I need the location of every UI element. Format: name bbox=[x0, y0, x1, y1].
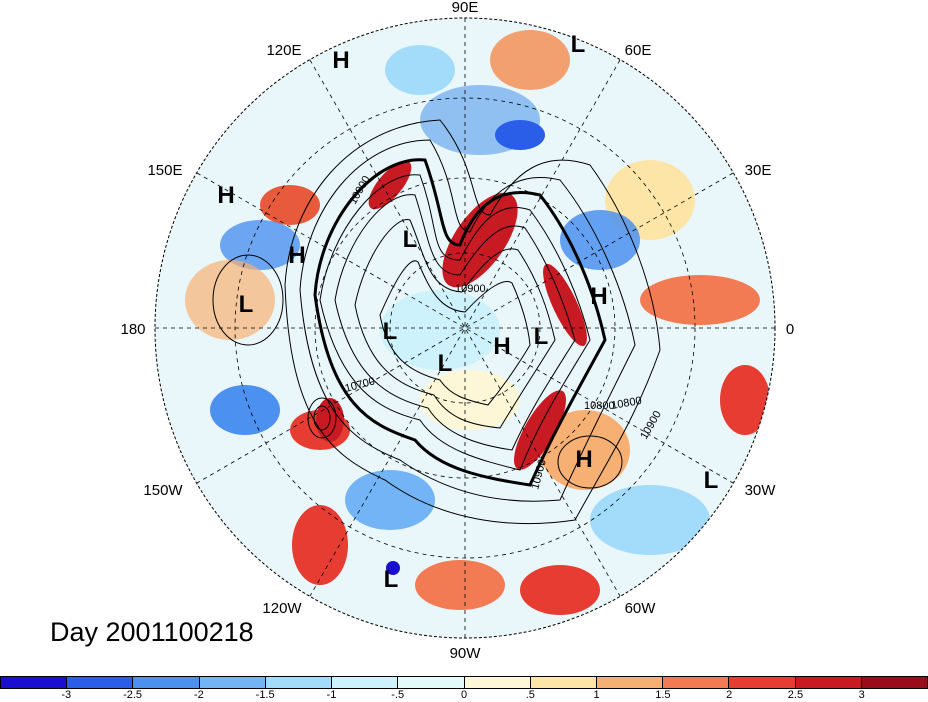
lon-label-90w: 90W bbox=[450, 645, 482, 662]
high-pressure-marker: H bbox=[575, 446, 592, 473]
low-pressure-marker: L bbox=[438, 350, 453, 377]
colorbar-tick-label: -1 bbox=[326, 689, 337, 701]
colorbar-cell bbox=[199, 677, 266, 688]
low-pressure-marker: L bbox=[571, 31, 586, 58]
colorbar-tick-label: .5 bbox=[525, 689, 535, 701]
colorbar-cell bbox=[530, 677, 597, 688]
colorbar-cell bbox=[332, 677, 399, 688]
lon-label-30w: 30W bbox=[745, 482, 777, 499]
colorbar-tick-label: 3 bbox=[858, 689, 865, 701]
high-pressure-marker: H bbox=[217, 182, 234, 209]
colorbar-tick-label: 1.5 bbox=[655, 689, 671, 701]
colorbar-tick-label: 0 bbox=[460, 689, 468, 701]
height-contours bbox=[212, 119, 661, 525]
colorbar-tick-label: -.5 bbox=[391, 689, 405, 701]
high-pressure-marker: H bbox=[288, 242, 305, 269]
low-pressure-marker: L bbox=[704, 467, 719, 494]
low-pressure-marker: L bbox=[239, 291, 254, 318]
high-pressure-marker: H bbox=[493, 333, 510, 360]
contour-label: 10800 bbox=[610, 395, 642, 412]
low-pressure-marker: L bbox=[403, 226, 418, 253]
lon-label-120e: 120E bbox=[266, 42, 301, 59]
high-pressure-marker: H bbox=[590, 283, 607, 310]
colorbar-cell bbox=[729, 677, 796, 688]
lon-label-150w: 150W bbox=[143, 482, 183, 499]
pressure-centers: H L H H L L L H L L H H L L bbox=[217, 31, 718, 593]
colorbar-cells bbox=[0, 676, 928, 689]
lon-label-90e: 90E bbox=[452, 0, 479, 16]
colorbar-cell bbox=[596, 677, 664, 688]
colorbar-cell bbox=[265, 677, 333, 688]
lon-label-150e: 150E bbox=[147, 162, 182, 179]
lon-label-180: 180 bbox=[120, 321, 145, 338]
lon-label-60w: 60W bbox=[625, 600, 657, 617]
colorbar-cell bbox=[795, 677, 862, 688]
colorbar-cell bbox=[861, 677, 928, 688]
colorbar-cell bbox=[67, 677, 134, 688]
graticule bbox=[155, 18, 775, 638]
colorbar-cell bbox=[133, 677, 200, 688]
low-pressure-marker: L bbox=[384, 566, 399, 593]
plot-title: Day 2001100218 bbox=[50, 617, 254, 647]
high-pressure-marker: H bbox=[332, 47, 349, 74]
contour-label: 10800 bbox=[584, 400, 615, 412]
lon-label-0: 0 bbox=[786, 321, 794, 338]
colorbar-tick-label: -2 bbox=[193, 689, 204, 701]
colorbar-tick-label: -1.5 bbox=[255, 689, 275, 701]
anomaly-field bbox=[155, 18, 775, 638]
lon-label-120w: 120W bbox=[262, 600, 302, 617]
polar-map: 90E 60E 30E 0 30W 60W 90W 120W 150W 180 … bbox=[120, 0, 794, 662]
colorbar-cell bbox=[1, 677, 68, 688]
longitude-labels: 90E 60E 30E 0 30W 60W 90W 120W 150W 180 … bbox=[120, 0, 794, 662]
colorbar-cell bbox=[464, 677, 531, 688]
colorbar-cell bbox=[663, 677, 730, 688]
lon-label-60e: 60E bbox=[625, 42, 652, 59]
colorbar-cell bbox=[398, 677, 465, 688]
low-pressure-marker: L bbox=[383, 318, 398, 345]
low-pressure-marker: L bbox=[534, 323, 549, 350]
colorbar-tick-label: 2 bbox=[726, 689, 733, 701]
colorbar-labels: -3 -2.5 -2 -1.5 -1 -.5 0 .5 1 1.5 2 2.5 3 bbox=[0, 689, 928, 702]
colorbar-tick-label: 1 bbox=[593, 689, 600, 701]
colorbar: -3 -2.5 -2 -1.5 -1 -.5 0 .5 1 1.5 2 2.5 3 bbox=[0, 676, 928, 702]
colorbar-tick-label: -3 bbox=[61, 689, 72, 701]
colorbar-tick-label: -2.5 bbox=[123, 689, 143, 701]
contour-label: 10900 bbox=[455, 283, 486, 295]
colorbar-tick-label: 2.5 bbox=[787, 689, 804, 701]
lon-label-30e: 30E bbox=[745, 162, 772, 179]
